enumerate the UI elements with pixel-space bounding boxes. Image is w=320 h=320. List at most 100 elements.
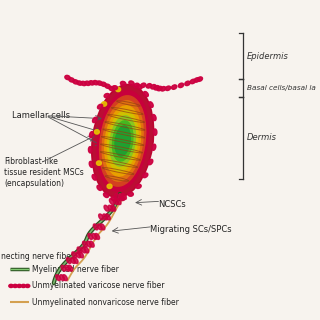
Ellipse shape bbox=[134, 83, 139, 88]
Ellipse shape bbox=[68, 265, 73, 271]
Ellipse shape bbox=[148, 159, 153, 165]
Ellipse shape bbox=[89, 81, 94, 85]
Ellipse shape bbox=[93, 81, 98, 85]
Ellipse shape bbox=[61, 265, 66, 271]
Ellipse shape bbox=[128, 192, 133, 196]
Ellipse shape bbox=[112, 86, 117, 90]
Text: Migrating SCs/SPCs: Migrating SCs/SPCs bbox=[150, 225, 232, 234]
Ellipse shape bbox=[146, 84, 152, 88]
Text: Fibroblast-like
tissue resident MSCs
(encapsulation): Fibroblast-like tissue resident MSCs (en… bbox=[4, 157, 84, 188]
Ellipse shape bbox=[111, 196, 116, 201]
Ellipse shape bbox=[185, 81, 190, 85]
Ellipse shape bbox=[105, 84, 110, 88]
Ellipse shape bbox=[84, 247, 89, 253]
Ellipse shape bbox=[89, 241, 94, 247]
Ellipse shape bbox=[157, 86, 162, 91]
Text: Dermis: Dermis bbox=[247, 133, 277, 142]
Ellipse shape bbox=[103, 214, 108, 220]
Ellipse shape bbox=[152, 144, 156, 150]
Ellipse shape bbox=[178, 83, 184, 88]
Ellipse shape bbox=[13, 284, 17, 288]
Ellipse shape bbox=[76, 252, 81, 258]
Ellipse shape bbox=[99, 214, 103, 220]
Ellipse shape bbox=[137, 84, 142, 89]
Ellipse shape bbox=[83, 241, 87, 247]
Ellipse shape bbox=[97, 81, 102, 85]
Ellipse shape bbox=[172, 85, 177, 89]
Ellipse shape bbox=[69, 78, 74, 82]
Ellipse shape bbox=[92, 234, 97, 239]
Ellipse shape bbox=[110, 116, 135, 166]
Ellipse shape bbox=[160, 86, 166, 91]
Ellipse shape bbox=[67, 258, 71, 263]
Ellipse shape bbox=[119, 194, 124, 199]
Ellipse shape bbox=[112, 121, 133, 161]
Text: necting nerve fiber: necting nerve fiber bbox=[1, 252, 75, 261]
Ellipse shape bbox=[100, 224, 105, 230]
Ellipse shape bbox=[111, 205, 116, 211]
Ellipse shape bbox=[92, 84, 154, 197]
Ellipse shape bbox=[154, 85, 159, 90]
Ellipse shape bbox=[119, 196, 125, 201]
Ellipse shape bbox=[87, 241, 92, 247]
Ellipse shape bbox=[104, 205, 109, 211]
Ellipse shape bbox=[197, 77, 203, 81]
Ellipse shape bbox=[107, 184, 112, 188]
Ellipse shape bbox=[65, 76, 70, 80]
Ellipse shape bbox=[97, 91, 148, 191]
Ellipse shape bbox=[60, 275, 65, 281]
Ellipse shape bbox=[73, 80, 78, 84]
Ellipse shape bbox=[56, 275, 60, 281]
Text: Unmyelinated nonvaricose nerve fiber: Unmyelinated nonvaricose nerve fiber bbox=[32, 298, 179, 307]
Ellipse shape bbox=[107, 111, 138, 171]
Ellipse shape bbox=[92, 117, 97, 123]
Ellipse shape bbox=[143, 173, 148, 178]
Ellipse shape bbox=[77, 247, 82, 253]
Ellipse shape bbox=[77, 81, 82, 85]
Ellipse shape bbox=[115, 194, 120, 199]
Ellipse shape bbox=[106, 214, 110, 220]
Ellipse shape bbox=[21, 284, 26, 288]
Ellipse shape bbox=[73, 258, 78, 263]
Ellipse shape bbox=[85, 81, 90, 85]
Ellipse shape bbox=[122, 194, 126, 199]
Ellipse shape bbox=[151, 84, 156, 89]
Text: Basal cells/basal la: Basal cells/basal la bbox=[247, 85, 316, 91]
Ellipse shape bbox=[108, 205, 113, 211]
Ellipse shape bbox=[115, 126, 130, 156]
Ellipse shape bbox=[144, 92, 148, 97]
Ellipse shape bbox=[89, 161, 93, 167]
Ellipse shape bbox=[102, 101, 143, 181]
Ellipse shape bbox=[17, 284, 21, 288]
Ellipse shape bbox=[104, 93, 109, 98]
Ellipse shape bbox=[88, 234, 93, 239]
Ellipse shape bbox=[116, 199, 121, 204]
Ellipse shape bbox=[105, 106, 140, 176]
Ellipse shape bbox=[25, 284, 30, 288]
Ellipse shape bbox=[98, 104, 103, 109]
Ellipse shape bbox=[114, 199, 118, 204]
Ellipse shape bbox=[102, 102, 107, 106]
Ellipse shape bbox=[97, 185, 102, 190]
Ellipse shape bbox=[97, 224, 102, 230]
Ellipse shape bbox=[136, 184, 141, 188]
Ellipse shape bbox=[93, 224, 98, 230]
Ellipse shape bbox=[72, 252, 76, 258]
Ellipse shape bbox=[149, 102, 153, 108]
Ellipse shape bbox=[109, 86, 114, 91]
Ellipse shape bbox=[140, 83, 146, 88]
Ellipse shape bbox=[120, 81, 126, 86]
Ellipse shape bbox=[190, 79, 196, 84]
Ellipse shape bbox=[194, 78, 199, 82]
Ellipse shape bbox=[88, 147, 92, 153]
Ellipse shape bbox=[9, 284, 13, 288]
Ellipse shape bbox=[152, 115, 156, 121]
Ellipse shape bbox=[116, 87, 121, 92]
Text: Lamellar cells: Lamellar cells bbox=[12, 111, 70, 120]
Ellipse shape bbox=[109, 199, 114, 204]
Ellipse shape bbox=[95, 234, 100, 239]
Text: NCSCs: NCSCs bbox=[158, 200, 186, 209]
Ellipse shape bbox=[81, 247, 86, 253]
Ellipse shape bbox=[70, 258, 75, 263]
Ellipse shape bbox=[103, 193, 108, 197]
